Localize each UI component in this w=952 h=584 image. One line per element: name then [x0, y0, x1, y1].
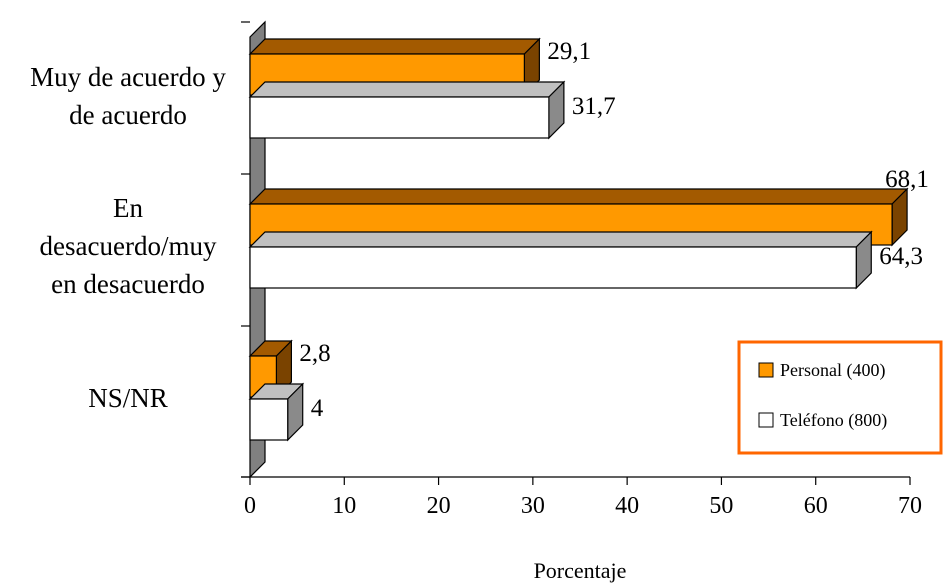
data-label-0-2: 2,8 [299, 340, 330, 367]
legend-label-1: Teléfono (800) [780, 410, 887, 431]
legend: Personal (400) Teléfono (800) [737, 340, 943, 455]
bar-1-2 [249, 398, 289, 441]
x-tick-label-3: 30 [521, 493, 545, 519]
data-label-1-1: 64,3 [879, 243, 923, 270]
bar-top-1-0 [248, 81, 566, 98]
legend-swatch-0 [758, 362, 774, 378]
category-label-2: NS/NR [88, 383, 168, 413]
x-tick-label-1: 10 [332, 493, 356, 519]
legend-label-0: Personal (400) [780, 360, 885, 381]
x-tick-label-4: 40 [615, 493, 639, 519]
legend-box [737, 340, 943, 455]
axes: 0 10 20 30 40 50 60 70 [241, 21, 922, 519]
bar-1-1 [249, 246, 857, 289]
x-tick-label-2: 20 [427, 493, 451, 519]
x-axis-title: Porcentaje [534, 558, 627, 583]
data-label-1-0: 31,7 [572, 93, 616, 120]
data-label-0-0: 29,1 [547, 38, 591, 65]
legend-swatch-1 [758, 412, 774, 428]
bar-top-1-1 [248, 231, 873, 248]
data-label-0-1: 68,1 [885, 166, 929, 193]
bar-top-0-1 [248, 188, 909, 205]
x-tick-label-0: 0 [244, 493, 256, 519]
bar-1-0 [249, 96, 550, 139]
category-label-1: En desacuerdo/muy en desacuerdo [40, 193, 217, 299]
data-label-1-2: 4 [311, 395, 324, 422]
data-labels: 29,1 31,7 68,1 64,3 2,8 4 Muy de acuerdo y de a… [30, 38, 929, 422]
bars [248, 37, 909, 442]
bar-top-0-0 [248, 38, 541, 55]
category-label-0: Muy de acuerdo y de acuerdo [30, 62, 226, 130]
x-tick-label-6: 60 [804, 493, 828, 519]
x-tick-label-5: 50 [709, 493, 733, 519]
x-tick-label-7: 70 [898, 493, 922, 519]
